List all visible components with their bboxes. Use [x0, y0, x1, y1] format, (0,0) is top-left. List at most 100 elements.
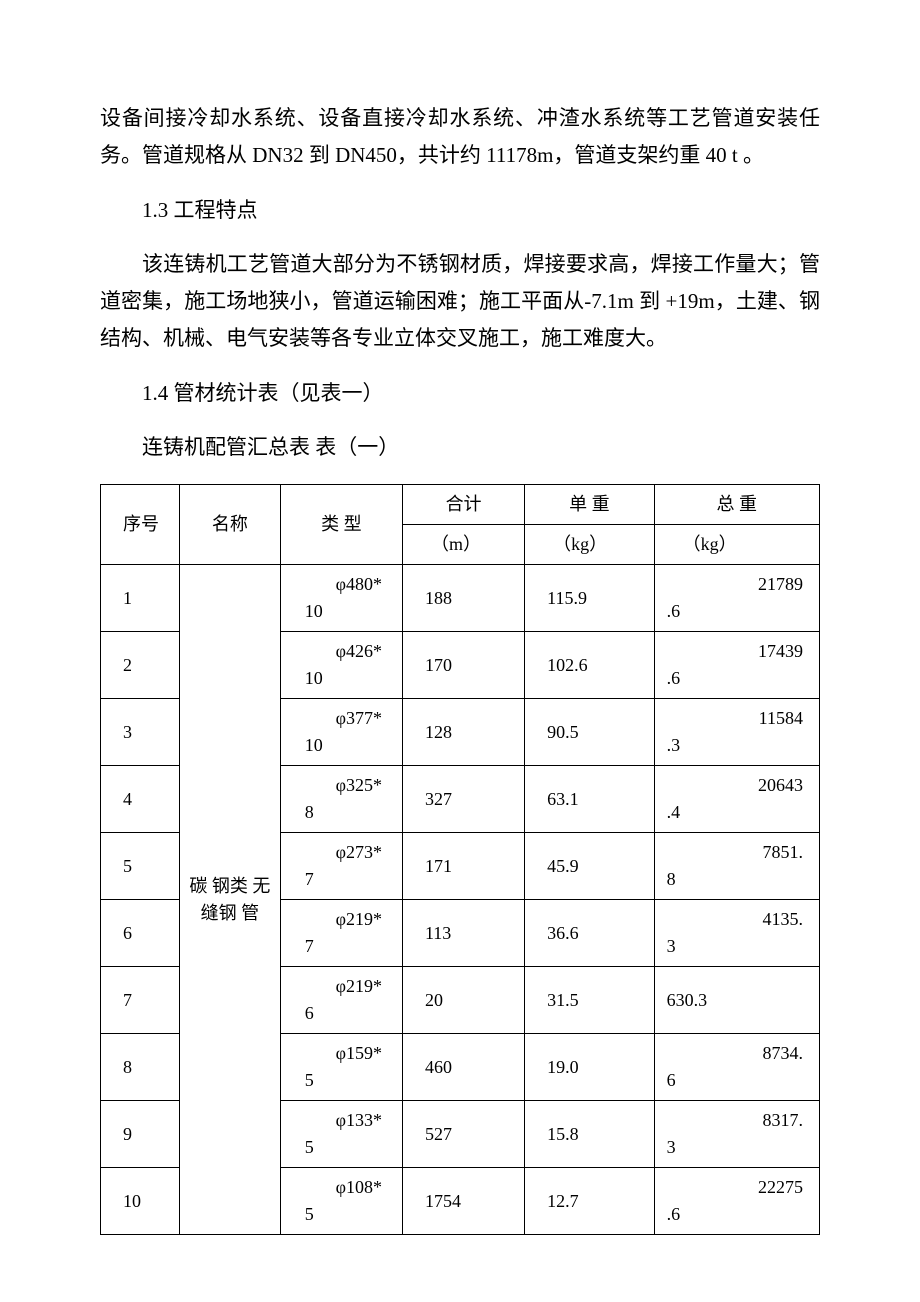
cell-seq: 2 — [101, 632, 180, 699]
type-num: φ273* — [297, 839, 398, 866]
type-den: 10 — [297, 732, 398, 759]
type-den: 7 — [297, 933, 398, 960]
cell-sum: 527 — [402, 1101, 524, 1168]
cell-total: 4135. 3 — [654, 900, 819, 967]
total-top: 4135. — [663, 906, 815, 933]
cell-type: φ159* 5 — [280, 1034, 402, 1101]
col-unit-totalweight: （kg） — [654, 525, 819, 565]
total-top: 8317. — [663, 1107, 815, 1134]
cell-type: φ108* 5 — [280, 1168, 402, 1235]
section-1-4-title: 1.4 管材统计表（见表一） — [100, 375, 820, 412]
cell-sum: 460 — [402, 1034, 524, 1101]
cell-total: 8317. 3 — [654, 1101, 819, 1168]
total-top: 8734. — [663, 1040, 815, 1067]
pipe-summary-table: 序号 名称 类 型 合计 单 重 总 重 （m） （kg） （kg） 1 碳 钢… — [100, 484, 820, 1235]
type-num: φ325* — [297, 772, 398, 799]
total-top: 7851. — [663, 839, 815, 866]
cell-unit: 31.5 — [525, 967, 654, 1034]
section-1-3-title: 1.3 工程特点 — [100, 192, 820, 229]
type-den: 5 — [297, 1067, 398, 1094]
cell-sum: 171 — [402, 833, 524, 900]
type-den: 10 — [297, 665, 398, 692]
cell-type: φ219* 7 — [280, 900, 402, 967]
cell-sum: 113 — [402, 900, 524, 967]
type-num: φ219* — [297, 973, 398, 1000]
total-top: 20643 — [663, 772, 815, 799]
col-header-name: 名称 — [180, 485, 281, 565]
cell-total: 20643 .4 — [654, 766, 819, 833]
col-header-seq: 序号 — [101, 485, 180, 565]
cell-seq: 3 — [101, 699, 180, 766]
type-num: φ426* — [297, 638, 398, 665]
pipe-summary-table-wrap: 序号 名称 类 型 合计 单 重 总 重 （m） （kg） （kg） 1 碳 钢… — [100, 484, 820, 1235]
cell-sum: 1754 — [402, 1168, 524, 1235]
cell-unit: 12.7 — [525, 1168, 654, 1235]
total-top: 21789 — [663, 571, 815, 598]
table-header-row-1: 序号 名称 类 型 合计 单 重 总 重 — [101, 485, 820, 525]
cell-type: φ219* 6 — [280, 967, 402, 1034]
cell-total: 7851. 8 — [654, 833, 819, 900]
type-den: 8 — [297, 799, 398, 826]
type-den: 10 — [297, 598, 398, 625]
cell-seq: 7 — [101, 967, 180, 1034]
cell-unit: 19.0 — [525, 1034, 654, 1101]
cell-type: φ133* 5 — [280, 1101, 402, 1168]
cell-seq: 1 — [101, 565, 180, 632]
table-row: 1 碳 钢类 无 缝钢 管 φ480* 10 188 115.9 21789 .… — [101, 565, 820, 632]
cell-sum: 170 — [402, 632, 524, 699]
total-top: 17439 — [663, 638, 815, 665]
cell-seq: 4 — [101, 766, 180, 833]
cell-type: φ480* 10 — [280, 565, 402, 632]
cell-sum: 20 — [402, 967, 524, 1034]
col-unit-unitweight: （kg） — [525, 525, 654, 565]
cell-seq: 6 — [101, 900, 180, 967]
section-1-3-body: 该连铸机工艺管道大部分为不锈钢材质，焊接要求高，焊接工作量大；管道密集，施工场地… — [100, 246, 820, 356]
type-num: φ133* — [297, 1107, 398, 1134]
total-bot: 8 — [663, 866, 815, 893]
col-header-unit-weight: 单 重 — [525, 485, 654, 525]
type-den: 6 — [297, 1000, 398, 1027]
cell-type: φ273* 7 — [280, 833, 402, 900]
type-den: 7 — [297, 866, 398, 893]
total-top: 22275 — [663, 1174, 815, 1201]
cell-unit: 63.1 — [525, 766, 654, 833]
type-den: 5 — [297, 1201, 398, 1228]
total-bot: 630.3 — [663, 987, 815, 1014]
total-bot: 3 — [663, 933, 815, 960]
total-top: 11584 — [663, 705, 815, 732]
cell-total: 11584 .3 — [654, 699, 819, 766]
col-header-type: 类 型 — [280, 485, 402, 565]
type-den: 5 — [297, 1134, 398, 1161]
total-bot: .3 — [663, 732, 815, 759]
type-num: φ219* — [297, 906, 398, 933]
total-bot: .6 — [663, 665, 815, 692]
col-unit-sum: （m） — [402, 525, 524, 565]
col-header-sum: 合计 — [402, 485, 524, 525]
total-bot: .6 — [663, 1201, 815, 1228]
cell-unit: 102.6 — [525, 632, 654, 699]
cell-name-merged: 碳 钢类 无 缝钢 管 — [180, 565, 281, 1235]
table-caption: 连铸机配管汇总表 表（一） — [100, 429, 820, 466]
type-num: φ108* — [297, 1174, 398, 1201]
type-num: φ377* — [297, 705, 398, 732]
cell-total: 22275 .6 — [654, 1168, 819, 1235]
intro-paragraph: 设备间接冷却水系统、设备直接冷却水系统、冲渣水系统等工艺管道安装任务。管道规格从… — [100, 100, 820, 174]
total-bot: 3 — [663, 1134, 815, 1161]
total-bot: .6 — [663, 598, 815, 625]
cell-sum: 188 — [402, 565, 524, 632]
type-num: φ480* — [297, 571, 398, 598]
cell-total: 17439 .6 — [654, 632, 819, 699]
cell-seq: 10 — [101, 1168, 180, 1235]
cell-type: φ426* 10 — [280, 632, 402, 699]
cell-seq: 8 — [101, 1034, 180, 1101]
cell-unit: 36.6 — [525, 900, 654, 967]
cell-total: 8734. 6 — [654, 1034, 819, 1101]
cell-sum: 128 — [402, 699, 524, 766]
cell-type: φ377* 10 — [280, 699, 402, 766]
cell-seq: 9 — [101, 1101, 180, 1168]
cell-total: 21789 .6 — [654, 565, 819, 632]
cell-total: 630.3 — [654, 967, 819, 1034]
cell-unit: 15.8 — [525, 1101, 654, 1168]
cell-unit: 45.9 — [525, 833, 654, 900]
cell-seq: 5 — [101, 833, 180, 900]
